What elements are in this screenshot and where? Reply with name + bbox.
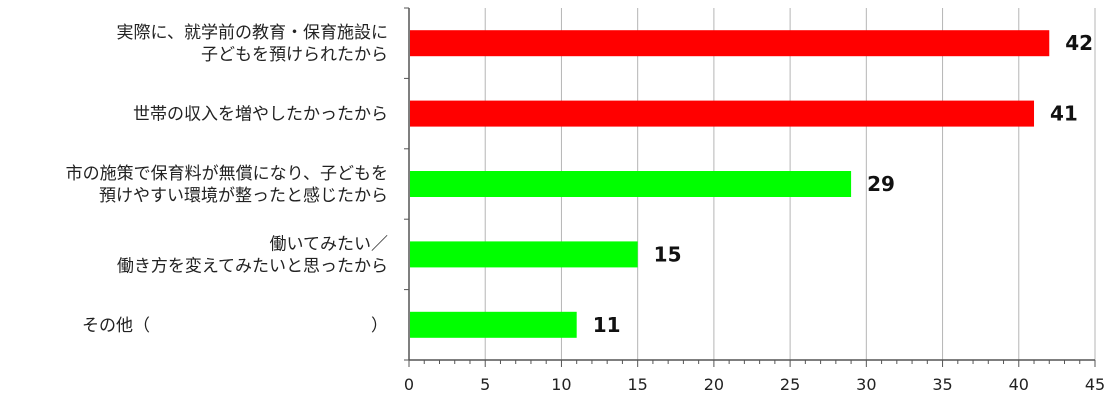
data-label-1: 42: [1065, 31, 1093, 55]
axes: [404, 7, 1096, 367]
bar-1: [410, 30, 1050, 57]
data-label-2: 41: [1050, 102, 1078, 126]
category-label-3-line-2: 預けやすい環境が整ったと感じたから: [99, 186, 388, 206]
x-tick-label-25: 25: [780, 375, 800, 394]
x-tick-label-15: 15: [627, 375, 647, 394]
bars: [410, 30, 1050, 338]
category-label-1-line-2: 子どもを預けられたから: [201, 45, 388, 65]
labels: 0 5 10 15 20 25 30 35 40 45 実際に、就学前の教育・保育施設に子どもを預け…: [66, 23, 1105, 394]
x-tick-label-30: 30: [856, 375, 876, 394]
bar-4: [410, 241, 638, 268]
bar-3: [410, 171, 852, 197]
x-tick-label-20: 20: [704, 375, 724, 394]
category-label-4-line-1: 働いてみたい／: [270, 234, 389, 254]
category-label-1-line-1: 実際に、就学前の教育・保育施設に: [117, 23, 389, 43]
bar-5: [410, 311, 577, 338]
category-label-5-line-1: その他（ ）: [82, 316, 388, 336]
x-tick-label-10: 10: [551, 375, 571, 394]
category-label-3-line-1: 市の施策で保育料が無償になり、子どもを: [66, 164, 388, 184]
x-tick-label-35: 35: [932, 375, 952, 394]
x-tick-label-0: 0: [404, 375, 414, 394]
bar-2: [410, 100, 1035, 127]
category-label-4-line-2: 働き方を変えてみたいと思ったから: [117, 256, 388, 276]
x-tick-label-45: 45: [1085, 375, 1105, 394]
x-tick-label-5: 5: [480, 375, 490, 394]
data-label-4: 15: [654, 242, 682, 266]
category-label-2-line-1: 世帯の収入を増やしたかったから: [133, 105, 388, 125]
data-label-5: 11: [593, 313, 621, 337]
data-label-3: 29: [867, 172, 895, 196]
x-tick-label-40: 40: [1009, 375, 1029, 394]
